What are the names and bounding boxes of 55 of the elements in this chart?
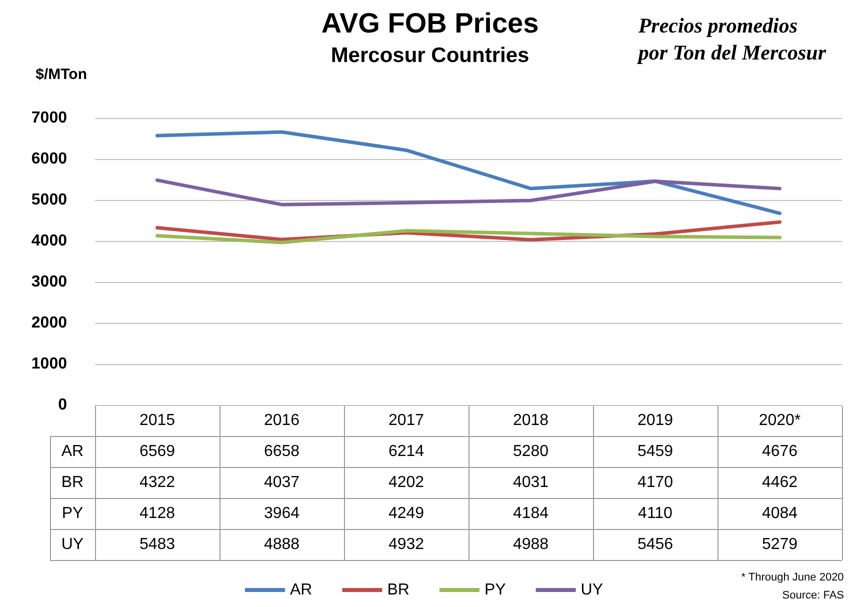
data-label: 6658: [262, 442, 301, 462]
y-tick-label: 7000: [31, 110, 68, 126]
x-tick-label: 2018: [512, 410, 550, 430]
text: BR: [61, 474, 84, 490]
y-tick-label: 1000: [31, 356, 68, 372]
data-label: 4184: [512, 504, 550, 524]
text: AR: [61, 442, 84, 460]
data-label: 5280: [512, 442, 550, 462]
y-tick-label: 0: [58, 396, 68, 414]
chart-title: AVG FOB Prices: [321, 8, 539, 38]
data-label: 6214: [387, 442, 426, 462]
data-label: 5456: [636, 534, 674, 554]
data-label: 4202: [387, 472, 426, 492]
text: UY: [61, 536, 84, 552]
text: * Through June 2020: [741, 572, 844, 584]
data-label: 4037: [262, 472, 301, 492]
legend-label: PY: [484, 582, 506, 598]
line-series: [156, 130, 782, 216]
data-label: 4170: [636, 472, 674, 492]
legend-label: BR: [387, 582, 410, 598]
data-label: 4676: [760, 442, 799, 462]
data-label: 5459: [636, 442, 674, 462]
legend-label: AR: [290, 582, 312, 598]
data-label: 5279: [760, 534, 799, 554]
data-label: 3964: [262, 504, 301, 524]
data-label: 4888: [262, 534, 301, 554]
line-series: [156, 229, 782, 244]
text: Precios promedios por Ton del Mercosur: [636, 14, 827, 64]
x-tick-label: 2015: [138, 410, 176, 430]
data-label: 4249: [387, 504, 426, 524]
data-label: 5483: [138, 534, 176, 554]
y-tick-label: 6000: [31, 150, 68, 168]
data-label: 4462: [760, 472, 799, 492]
source-note: Source: FAS: [782, 590, 844, 602]
y-tick-label: 4000: [31, 232, 68, 250]
y-tick-label: 5000: [31, 192, 68, 208]
x-tick-label: 2020*: [758, 410, 802, 430]
data-label: 4322: [138, 472, 176, 492]
legend-label: UY: [580, 582, 604, 598]
chart-subtitle: Mercosur Countries: [330, 44, 530, 67]
x-tick-label: 2017: [387, 410, 426, 430]
data-label: 4988: [512, 534, 550, 554]
data-label: 4932: [387, 534, 426, 554]
data-label: 4110: [637, 504, 674, 524]
y-tick-label: 3000: [31, 274, 68, 290]
x-tick-label: 2016: [262, 410, 301, 430]
data-label: 6569: [138, 442, 176, 462]
data-label: 4084: [760, 504, 799, 524]
line-series: [156, 178, 782, 206]
data-label: 4128: [138, 504, 176, 524]
x-tick-label: 2019: [636, 410, 674, 430]
y-axis-title: $/MTon: [36, 66, 87, 83]
text: PY: [62, 504, 84, 522]
data-label: 4031: [512, 472, 550, 492]
y-tick-label: 2000: [31, 314, 68, 332]
